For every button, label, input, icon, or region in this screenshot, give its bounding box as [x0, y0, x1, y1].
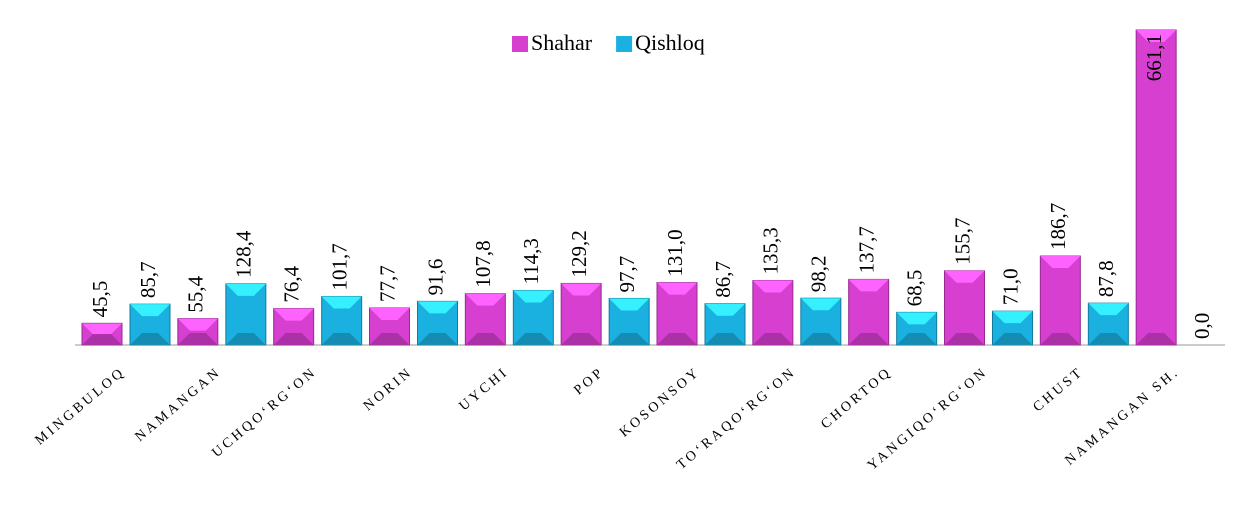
bar-bevel: [1040, 256, 1081, 269]
x-tick-label: NAMANGAN: [133, 365, 225, 445]
bar-bevel: [848, 333, 889, 345]
value-label: 87,8: [1094, 260, 1118, 297]
bar-bevel: [848, 279, 889, 292]
bar-bevel: [800, 298, 841, 311]
bar-bevel: [609, 298, 650, 311]
bar-bevel: [657, 333, 697, 345]
bar-bevel: [800, 333, 841, 345]
value-label: 97,7: [615, 256, 639, 293]
bar-bevel: [896, 312, 937, 325]
bar-bevel: [82, 334, 122, 345]
value-label: 76,4: [279, 265, 303, 302]
value-label: 71,0: [998, 268, 1022, 305]
bar-bevel: [225, 283, 266, 296]
value-label: 68,5: [902, 270, 926, 307]
value-label: 101,7: [327, 243, 351, 290]
bar: [1039, 255, 1081, 346]
x-tick-label: POP: [571, 365, 607, 399]
bar-bevel: [561, 333, 602, 345]
x-tick-label: NORIN: [361, 365, 416, 415]
value-label: 135,3: [759, 227, 783, 274]
bar-bevel: [705, 333, 745, 345]
bar-bevel: [992, 311, 1033, 324]
bar-bevel: [417, 333, 458, 345]
bar-bevel: [417, 301, 458, 314]
legend-swatch: [512, 36, 528, 52]
bar-bevel: [561, 283, 602, 296]
bar-bevel: [273, 308, 314, 321]
value-label: 91,6: [423, 259, 447, 296]
x-tick-label: UYCHI: [457, 365, 512, 415]
bar-bevel: [513, 333, 554, 345]
bar-bevel: [609, 333, 650, 345]
legend-label: Shahar: [531, 30, 593, 55]
value-label: 155,7: [950, 218, 974, 265]
value-label: 77,7: [375, 265, 399, 302]
bar-bevel: [657, 282, 697, 295]
value-label: 85,7: [136, 261, 160, 298]
value-label: 137,7: [854, 226, 878, 273]
bar-bevel: [321, 296, 362, 309]
x-tick-label: KOSONSOY: [617, 365, 703, 441]
value-label: 661,1: [1142, 34, 1166, 81]
bar-bevel: [177, 333, 218, 345]
bar-bevel: [705, 303, 745, 316]
bar-bevel: [752, 280, 793, 293]
bar-bevel: [752, 333, 793, 345]
bar-bevel: [944, 333, 985, 345]
x-tick-label: CHUST: [1031, 365, 1087, 416]
bar-bevel: [1088, 303, 1129, 316]
bar-bevel: [321, 333, 362, 345]
x-tick-label: MINGBULOQ: [33, 365, 129, 449]
value-label: 45,5: [88, 281, 112, 318]
value-label: 129,2: [567, 230, 591, 277]
value-label: 98,2: [807, 255, 831, 292]
bar-bevel: [465, 293, 506, 306]
value-label: 55,4: [184, 275, 208, 312]
bar-bevel: [130, 333, 170, 345]
bar-bevel: [1040, 333, 1081, 345]
value-label: 86,7: [711, 261, 735, 298]
value-label: 131,0: [663, 229, 687, 276]
value-label: 114,3: [519, 238, 543, 284]
bar-bevel: [225, 333, 266, 345]
bar-bevel: [1088, 333, 1129, 345]
value-label: 107,8: [471, 240, 495, 287]
bar-bevel: [369, 333, 410, 345]
bar-bevel: [944, 270, 985, 283]
value-label: 128,4: [232, 230, 256, 278]
bar-bevel: [177, 318, 218, 331]
x-tick-label: UCHQO‘RG‘ON: [210, 365, 321, 461]
bar-bevel: [896, 333, 937, 345]
legend-swatch: [616, 36, 633, 52]
bar-bevel: [130, 304, 170, 317]
value-label: 186,7: [1046, 203, 1070, 250]
bar-bevel: [1136, 333, 1177, 345]
value-label: 0,0: [1190, 313, 1214, 339]
bar-bevel: [1136, 30, 1177, 42]
bar-bevel: [465, 333, 506, 345]
bar-bevel: [513, 290, 554, 303]
bar-bevel: [369, 307, 410, 320]
x-tick-label: CHORTOQ: [818, 365, 895, 433]
legend-label: Qishloq: [635, 30, 705, 55]
bar-bevel: [82, 323, 122, 335]
bar-bevel: [273, 333, 314, 345]
bar-bevel: [992, 333, 1033, 345]
